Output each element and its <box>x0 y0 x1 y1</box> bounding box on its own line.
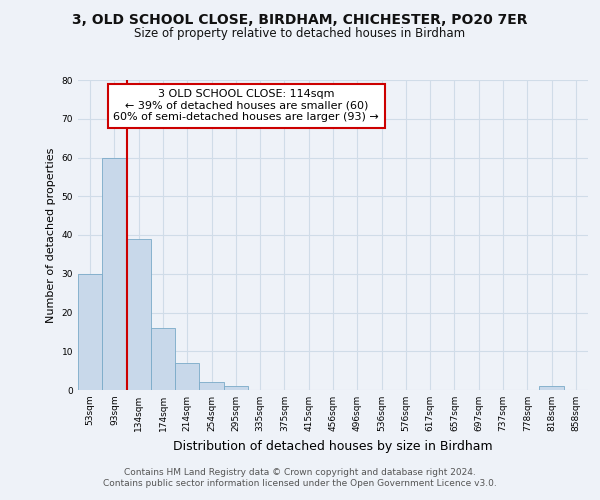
Y-axis label: Number of detached properties: Number of detached properties <box>46 148 56 322</box>
Bar <box>127 239 151 390</box>
Bar <box>78 274 102 390</box>
Bar <box>224 386 248 390</box>
Text: Contains HM Land Registry data © Crown copyright and database right 2024.
Contai: Contains HM Land Registry data © Crown c… <box>103 468 497 487</box>
Bar <box>199 382 224 390</box>
Text: 3 OLD SCHOOL CLOSE: 114sqm
← 39% of detached houses are smaller (60)
60% of semi: 3 OLD SCHOOL CLOSE: 114sqm ← 39% of deta… <box>113 90 379 122</box>
Text: 3, OLD SCHOOL CLOSE, BIRDHAM, CHICHESTER, PO20 7ER: 3, OLD SCHOOL CLOSE, BIRDHAM, CHICHESTER… <box>72 12 528 26</box>
Bar <box>151 328 175 390</box>
X-axis label: Distribution of detached houses by size in Birdham: Distribution of detached houses by size … <box>173 440 493 452</box>
Bar <box>539 386 564 390</box>
Bar <box>175 363 199 390</box>
Text: Size of property relative to detached houses in Birdham: Size of property relative to detached ho… <box>134 28 466 40</box>
Bar <box>102 158 127 390</box>
